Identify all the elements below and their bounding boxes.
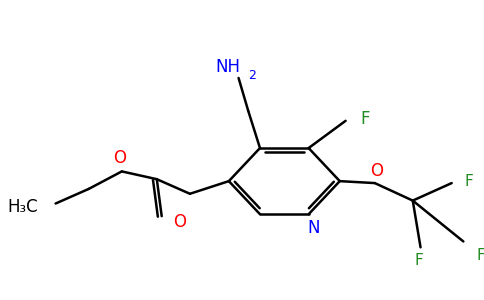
- Text: NH: NH: [215, 58, 241, 76]
- Text: O: O: [370, 162, 383, 180]
- Text: 2: 2: [248, 69, 256, 82]
- Text: F: F: [414, 254, 423, 268]
- Text: F: F: [465, 174, 473, 189]
- Text: F: F: [360, 110, 370, 128]
- Text: F: F: [476, 248, 484, 262]
- Text: N: N: [307, 219, 320, 237]
- Text: O: O: [173, 213, 186, 231]
- Text: H₃C: H₃C: [7, 198, 38, 216]
- Text: O: O: [113, 149, 126, 167]
